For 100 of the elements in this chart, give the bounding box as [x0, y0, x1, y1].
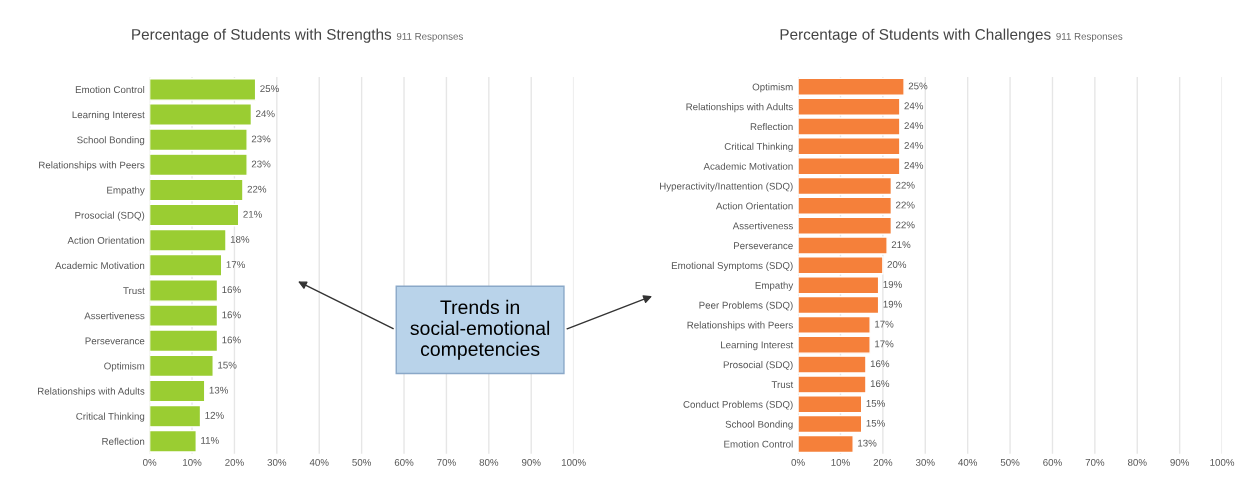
y-tick-label: School Bonding: [77, 136, 145, 146]
bar: [149, 153, 248, 177]
y-tick-label: Trust: [123, 287, 145, 295]
y-tick-label: Relationships with Adults: [686, 103, 793, 113]
bar: [798, 315, 871, 335]
data-label: 16%: [222, 311, 241, 319]
bar: [149, 304, 219, 327]
bar: [149, 279, 219, 302]
y-tick-label: Academic Motivation: [55, 261, 145, 269]
bar: [149, 203, 240, 227]
x-tick-label: 70%: [1085, 458, 1105, 466]
x-tick-label: 0%: [791, 458, 805, 466]
data-label: 18%: [230, 235, 250, 243]
data-label: 16%: [222, 286, 241, 294]
bar: [798, 295, 880, 315]
y-tick-label: Learning Interest: [721, 341, 794, 351]
data-label: 11%: [201, 437, 219, 444]
x-tick-label: 10%: [183, 458, 202, 466]
y-tick-label: Learning Interest: [72, 111, 145, 121]
x-tick-label: 20%: [873, 458, 893, 466]
x-tick-label: 0%: [142, 458, 157, 466]
y-tick-label: Empathy: [755, 281, 794, 291]
chart-subtitle: 911 Responses: [1056, 32, 1123, 42]
data-label: 25%: [260, 85, 279, 93]
data-label: 20%: [887, 261, 907, 268]
x-tick-label: 60%: [394, 458, 414, 466]
bar: [149, 78, 257, 101]
y-tick-label: Prosocial (SDQ): [723, 361, 793, 371]
data-label: 16%: [870, 380, 890, 388]
y-tick-label: Action Orientation: [67, 236, 145, 244]
bar: [149, 178, 244, 202]
bar: [798, 196, 893, 215]
y-tick-label: Perseverance: [85, 337, 145, 345]
bar: [798, 157, 901, 176]
data-label: 24%: [904, 102, 924, 110]
y-tick-label: Assertiveness: [732, 222, 793, 230]
x-tick-label: 10%: [831, 458, 850, 466]
y-tick-label: Prosocial (SDQ): [75, 211, 145, 221]
data-label: 21%: [891, 241, 911, 249]
y-tick-label: Emotion Control: [724, 440, 793, 448]
annotation: Trends in social-emotional competencies: [410, 299, 550, 360]
y-tick-label: Academic Motivation: [703, 162, 793, 170]
y-tick-label: Critical Thinking: [724, 142, 793, 152]
y-tick-label: Empathy: [107, 186, 145, 196]
data-label: 23%: [251, 160, 271, 168]
y-tick-label: Conduct Problems (SDQ): [683, 400, 793, 410]
bar: [149, 253, 223, 277]
x-tick-label: 50%: [1000, 458, 1020, 466]
data-label: 19%: [883, 280, 902, 288]
y-tick-label: Emotional Symptoms (SDQ): [671, 261, 793, 271]
data-label: 23%: [251, 135, 271, 143]
data-label: 12%: [205, 411, 224, 419]
data-label: 24%: [904, 122, 924, 130]
bar: [798, 77, 905, 96]
x-tick-label: 80%: [479, 458, 499, 466]
data-label: 15%: [218, 361, 237, 369]
y-tick-label: Relationships with Peers: [687, 321, 793, 331]
bar: [149, 103, 253, 126]
y-tick-label: Relationships with Adults: [38, 387, 145, 397]
y-tick-label: Optimism: [752, 83, 793, 93]
data-label: 15%: [866, 419, 885, 427]
x-tick-label: 50%: [352, 458, 372, 466]
y-tick-label: Hyperactivity/Inattention (SDQ): [660, 182, 793, 192]
data-label: 22%: [896, 221, 915, 229]
data-label: 17%: [875, 340, 894, 348]
bar: [798, 414, 863, 434]
x-tick-label: 70%: [437, 458, 456, 466]
x-tick-label: 90%: [521, 458, 541, 466]
data-label: 19%: [883, 300, 902, 308]
bar: [149, 128, 248, 152]
data-label: 22%: [247, 185, 267, 193]
x-tick-label: 20%: [225, 458, 244, 466]
y-tick-label: Critical Thinking: [76, 412, 145, 422]
bar: [798, 434, 854, 454]
x-tick-label: 100%: [561, 458, 586, 466]
data-label: 22%: [896, 181, 915, 189]
y-tick-label: Emotion Control: [75, 85, 145, 94]
data-label: 15%: [866, 400, 885, 407]
bar: [149, 379, 206, 403]
bar: [798, 276, 880, 295]
data-label: 24%: [256, 110, 275, 118]
x-tick-label: 30%: [267, 458, 287, 466]
bar: [149, 354, 214, 378]
data-label: 24%: [904, 161, 924, 169]
bar: [149, 228, 227, 252]
data-label: 16%: [870, 360, 890, 368]
data-label: 24%: [904, 142, 924, 149]
y-tick-label: Assertiveness: [84, 312, 145, 320]
bar: [149, 329, 219, 353]
y-tick-label: Reflection: [750, 122, 793, 131]
data-label: 21%: [243, 210, 262, 218]
y-tick-label: School Bonding: [725, 420, 793, 430]
chart-title: Percentage of Students with Challenges: [780, 28, 1051, 43]
chart-title: Percentage of Students with Strengths: [132, 28, 392, 43]
y-tick-label: Reflection: [102, 437, 145, 445]
y-tick-label: Action Orientation: [715, 202, 793, 210]
x-tick-label: 100%: [1210, 458, 1235, 466]
bar: [149, 404, 202, 428]
x-tick-label: 90%: [1170, 458, 1190, 466]
y-tick-label: Optimism: [104, 362, 145, 372]
